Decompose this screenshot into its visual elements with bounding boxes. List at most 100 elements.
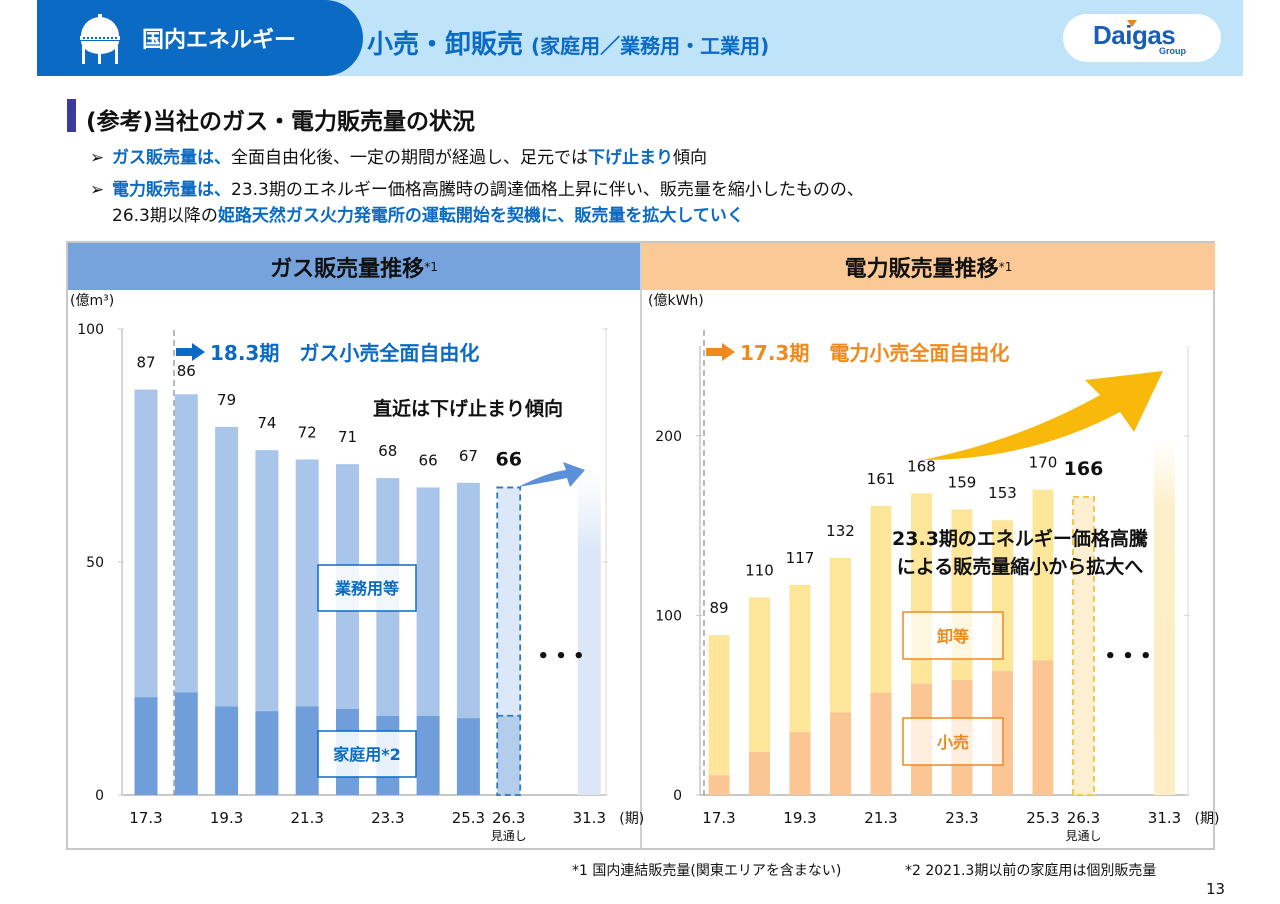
elec-xtick-label: 21.3: [864, 809, 897, 827]
gas-xtick-label: 31.3: [573, 809, 606, 827]
gas-unit-label: (億m³): [70, 293, 114, 309]
elec-legend-box-wholesale: [902, 611, 1004, 660]
gas-chart-header: ガス販売量推移 *1: [68, 243, 640, 290]
gas-value-label: 72: [298, 423, 317, 441]
gas-liberalization-label: 18.3期 ガス小売全面自由化: [210, 341, 479, 365]
gas-xtick-label: 19.3: [210, 809, 243, 827]
elec-legend-wholesale: 卸等: [937, 627, 969, 646]
gas-legend-box-business: [317, 564, 417, 612]
elec-trend-arrow-icon: [922, 371, 1163, 460]
elec-bar-卸等: [870, 505, 892, 693]
elec-xtick-label: 17.3: [702, 809, 735, 827]
elec-xtick-label: 19.3: [783, 809, 816, 827]
section-tag-label: 国内エネルギー: [142, 28, 297, 53]
bullet-electricity-cont: 26.3期以降の姫路天然ガス火力発電所の運転開始を契機に、販売量を拡大していく: [112, 201, 744, 226]
page-title-sub: (家庭用／業務用・工業用): [531, 34, 770, 58]
gas-bar-業務用等: [416, 487, 440, 716]
bullet-text: 23.3期のエネルギー価格高騰時の調達価格上昇に伴い、販売量を縮小したものの、: [231, 180, 864, 200]
elec-value-label: 89: [709, 599, 728, 617]
elec-xaxis-unit: (期): [1195, 811, 1220, 827]
gas-bar-forecast-outline: [496, 486, 522, 796]
section-title: (参考)当社のガス・電力販売量の状況: [86, 109, 476, 135]
elec-legend-box-retail: [902, 717, 1004, 766]
charts-frame: ガス販売量推移 *1 電力販売量推移 *1: [66, 241, 1215, 850]
gas-xaxis-unit: (期): [619, 811, 644, 827]
gas-value-label: 67: [459, 447, 478, 465]
elec-ellipsis: • • •: [1104, 646, 1151, 667]
elec-bar-卸等: [830, 557, 851, 713]
gas-bar-業務用等: [295, 459, 319, 707]
gas-value-label: 68: [378, 442, 397, 460]
panel-divider: [640, 243, 642, 848]
gas-liberalization-arrow-icon: [176, 343, 205, 361]
daigas-logo: Daigas Group: [1063, 14, 1221, 62]
elec-value-label: 153: [988, 484, 1017, 502]
gas-xtick-label: 21.3: [290, 809, 323, 827]
gas-chart-note: *1: [424, 259, 438, 274]
elec-annotation-line1: 23.3期のエネルギー価格高騰: [892, 527, 1149, 550]
elec-chart-title: 電力販売量推移: [844, 256, 999, 282]
bullet-text: 傾向: [673, 148, 707, 168]
gas-bar-業務用等: [255, 450, 279, 712]
gas-bar-業務用等: [174, 394, 198, 693]
elec-bar-小売: [1032, 660, 1054, 795]
elec-xtick-label: 26.3: [1067, 809, 1100, 827]
gas-bar-業務用等: [215, 426, 239, 707]
elec-bar-future: [1154, 435, 1175, 795]
gas-value-label: 86: [177, 362, 196, 380]
elec-bar-小売: [708, 775, 730, 795]
elec-bar-卸等: [789, 584, 811, 733]
gas-trend-arrow-icon: [518, 462, 585, 487]
gas-legend-household: 家庭用*2: [333, 745, 401, 764]
elec-value-label: 161: [867, 470, 896, 488]
elec-legend-retail: 小売: [937, 733, 969, 752]
elec-bar-小売: [830, 712, 851, 795]
gas-value-label-forecast: 66: [495, 448, 521, 470]
footnote-1: *1 国内連結販売量(関東エリアを含まない): [572, 863, 842, 879]
page-number: 13: [1206, 880, 1226, 898]
bullet-highlight: ガス販売量は、: [112, 148, 231, 168]
bullet-gas: ➢ ガス販売量は、全面自由化後、一定の期間が経過し、足元では下げ止まり傾向: [90, 143, 707, 168]
gas-annotation: 直近は下げ止まり傾向: [373, 397, 563, 420]
elec-value-label: 159: [948, 473, 977, 491]
gas-bar-家庭用*2: [215, 706, 239, 795]
gas-bar-家庭用*2: [134, 697, 158, 795]
elec-xtick-label: 31.3: [1148, 809, 1181, 827]
elec-xtick-label: 25.3: [1026, 809, 1059, 827]
gas-ytick-label: 0: [95, 788, 104, 804]
footnote-2: *2 2021.3期以前の家庭用は個別販売量: [905, 863, 1157, 879]
elec-bar-forecast: [1072, 495, 1095, 796]
elec-forecast-note: 見通し: [1065, 829, 1101, 843]
elec-bar-卸等: [1032, 489, 1054, 661]
gas-value-label: 87: [136, 354, 155, 372]
gas-ytick-label: 100: [77, 322, 104, 338]
elec-bar-卸等: [708, 635, 730, 776]
elec-value-label: 170: [1029, 454, 1058, 472]
gas-value-label: 79: [217, 391, 236, 409]
gas-tank-icon: [80, 14, 120, 64]
gas-xtick-label: 23.3: [371, 809, 404, 827]
logo-subtext: Group: [1159, 46, 1186, 56]
elec-liberalization-label: 17.3期 電力小売全面自由化: [740, 341, 1009, 365]
bullet-text: 26.3期以降の: [112, 206, 218, 226]
gas-bar-家庭用*2: [174, 692, 198, 795]
elec-bar-小売: [749, 751, 770, 795]
bullet-highlight: 電力販売量は、: [112, 180, 231, 200]
header-banner: 国内エネルギー 小売・卸販売 (家庭用／業務用・工業用) Daigas Group: [37, 0, 1243, 76]
bullet-highlight: 姫路天然ガス火力発電所の運転開始を契機に、販売量を拡大していく: [217, 206, 744, 226]
bullet-arrow-icon: ➢: [90, 180, 105, 200]
elec-unit-label: (億kWh): [648, 293, 704, 309]
elec-xtick-label: 23.3: [945, 809, 978, 827]
gas-bar-業務用等: [456, 482, 480, 719]
gas-bar-業務用等: [134, 389, 158, 698]
bullet-highlight: 下げ止まり: [588, 148, 673, 168]
bullet-electricity: ➢ 電力販売量は、23.3期のエネルギー価格高騰時の調達価格上昇に伴い、販売量を縮…: [90, 175, 864, 200]
gas-bar-家庭用*2: [456, 718, 480, 795]
elec-value-label: 132: [826, 522, 855, 540]
gas-legend-business: 業務用等: [334, 579, 399, 598]
gas-bar-forecast-household: [497, 715, 521, 795]
bullet-text: 全面自由化後、一定の期間が経過し、足元では: [231, 148, 588, 168]
elec-bar-小売: [789, 732, 811, 795]
section-tag: 国内エネルギー: [37, 0, 363, 76]
